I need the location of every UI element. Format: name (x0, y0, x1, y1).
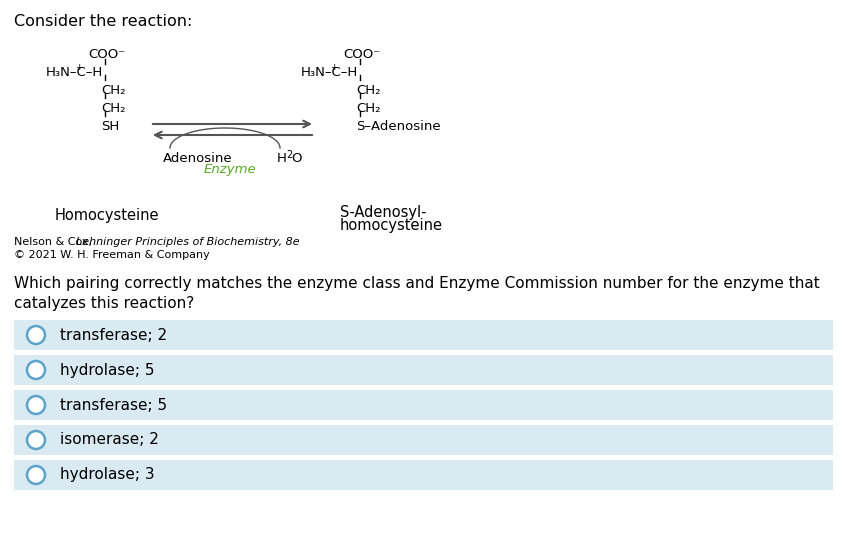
Text: S-Adenosyl-: S-Adenosyl- (340, 205, 427, 220)
Text: Homocysteine: Homocysteine (55, 208, 159, 223)
Text: Nelson & Cox,: Nelson & Cox, (14, 237, 96, 247)
FancyBboxPatch shape (14, 320, 833, 350)
Text: Which pairing correctly matches the enzyme class and Enzyme Commission number fo: Which pairing correctly matches the enzy… (14, 276, 820, 311)
Text: Consider the reaction:: Consider the reaction: (14, 14, 192, 29)
Circle shape (27, 326, 45, 344)
Text: 2: 2 (286, 150, 292, 160)
Text: Adenosine: Adenosine (163, 152, 233, 165)
FancyBboxPatch shape (14, 460, 833, 490)
FancyBboxPatch shape (14, 425, 833, 455)
FancyBboxPatch shape (14, 390, 833, 420)
Text: H: H (277, 152, 287, 165)
Text: S–Adenosine: S–Adenosine (356, 120, 440, 133)
Text: hydrolase; 5: hydrolase; 5 (60, 363, 154, 377)
Text: isomerase; 2: isomerase; 2 (60, 432, 159, 447)
Text: CH₂: CH₂ (356, 102, 380, 115)
Text: homocysteine: homocysteine (340, 218, 443, 233)
Text: H₃N–C–H: H₃N–C–H (46, 66, 103, 79)
Text: O: O (291, 152, 302, 165)
Text: CH₂: CH₂ (101, 84, 125, 97)
Circle shape (27, 466, 45, 484)
FancyBboxPatch shape (14, 355, 833, 385)
Text: hydrolase; 3: hydrolase; 3 (60, 467, 155, 482)
Text: transferase; 2: transferase; 2 (60, 328, 167, 342)
Text: SH: SH (101, 120, 119, 133)
Text: Lehninger Principles of Biochemistry, 8e: Lehninger Principles of Biochemistry, 8e (76, 237, 300, 247)
Text: CH₂: CH₂ (356, 84, 380, 97)
Text: +: + (330, 63, 338, 72)
Text: © 2021 W. H. Freeman & Company: © 2021 W. H. Freeman & Company (14, 250, 210, 260)
Circle shape (27, 431, 45, 449)
Circle shape (27, 361, 45, 379)
Circle shape (27, 396, 45, 414)
Text: H₃N–C–H: H₃N–C–H (301, 66, 358, 79)
Text: transferase; 5: transferase; 5 (60, 397, 167, 412)
Text: COO⁻: COO⁻ (343, 48, 380, 61)
Text: CH₂: CH₂ (101, 102, 125, 115)
Text: Enzyme: Enzyme (203, 163, 257, 176)
Text: +: + (75, 63, 83, 72)
Text: COO⁻: COO⁻ (88, 48, 125, 61)
